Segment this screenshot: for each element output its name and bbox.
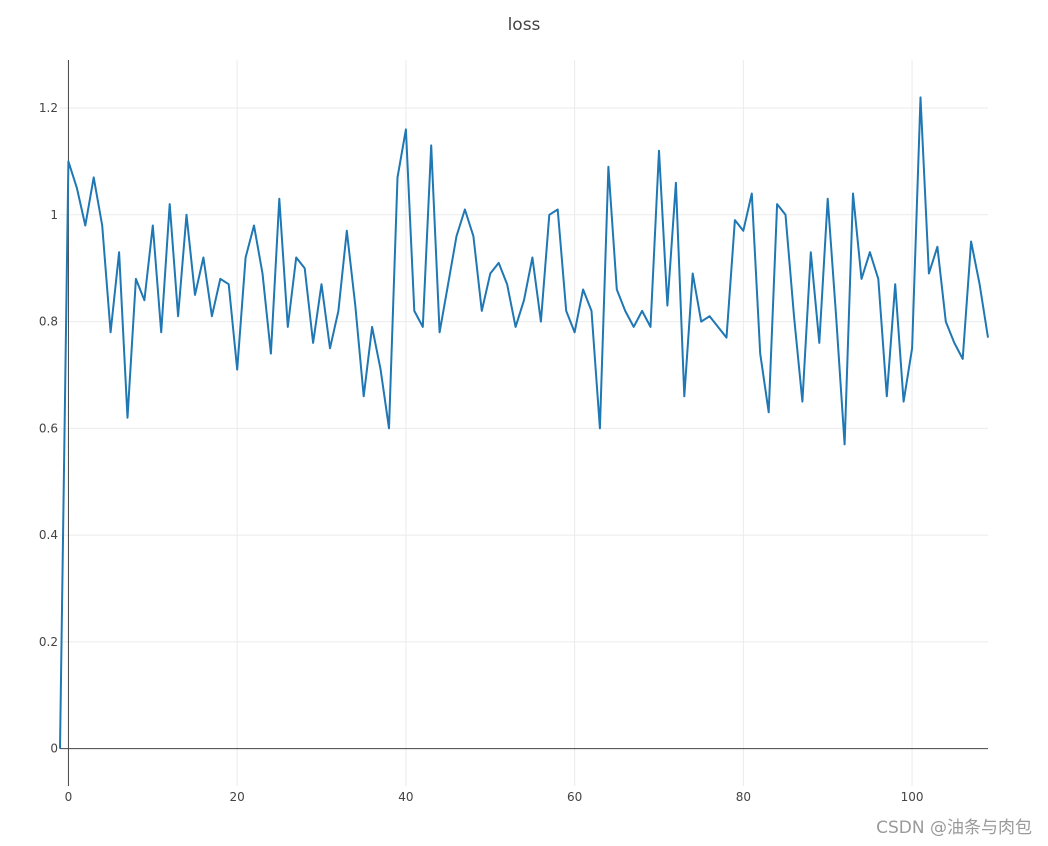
x-tick-label: 20: [230, 790, 245, 804]
y-tick-label: 1.2: [39, 101, 58, 115]
chart-title: loss: [508, 15, 541, 35]
loss-series-line: [59, 96, 989, 749]
y-tick-label: 0.6: [39, 421, 58, 435]
y-tick-label: 1: [50, 208, 58, 222]
x-tick-label: 100: [901, 790, 924, 804]
x-tick-label: 40: [398, 790, 413, 804]
grid-lines: [60, 60, 988, 786]
axes: [60, 60, 988, 786]
y-tick-label: 0.2: [39, 635, 58, 649]
x-tick-label: 0: [65, 790, 73, 804]
x-tick-label: 80: [736, 790, 751, 804]
y-tick-label: 0: [50, 742, 58, 756]
y-tick-label: 0.8: [39, 315, 58, 329]
tick-labels: 0 20 40 60 80 100 0 0.2 0.4 0.6 0.8 1 1.2: [39, 101, 924, 804]
y-tick-label: 0.4: [39, 528, 58, 542]
watermark-text: CSDN @油条与肉包: [876, 818, 1032, 838]
x-tick-label: 60: [567, 790, 582, 804]
series-lines: [59, 96, 989, 749]
